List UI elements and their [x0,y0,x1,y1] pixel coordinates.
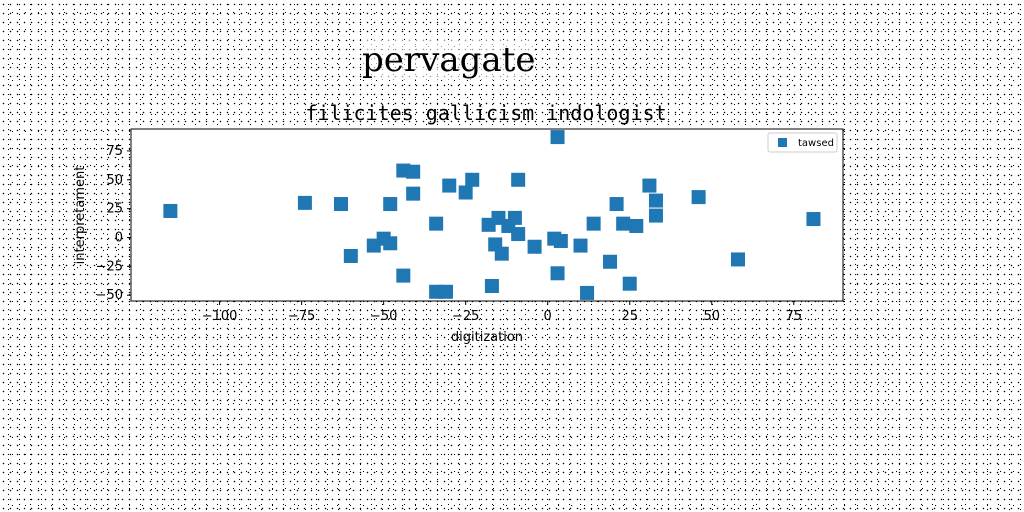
x-axis: −100 −75 −50 −25 0 25 50 75 [202,301,802,324]
x-tick-label: −75 [288,309,315,324]
x-tick-label: 0 [544,309,552,324]
data-point [383,197,398,212]
data-points [163,130,821,300]
data-point [333,197,348,212]
data-point [648,208,663,223]
x-tick-label: −25 [452,309,479,324]
legend-swatch [778,138,787,147]
data-point [550,266,565,281]
data-point [573,238,588,253]
chart-title: filicites gallicism indologist [305,101,666,125]
data-point [511,227,526,242]
y-tick-label: 75 [106,144,123,159]
data-point [648,193,663,208]
data-point [507,210,522,225]
data-point [616,216,631,231]
data-point [622,276,637,291]
y-tick-label: 0 [115,231,123,246]
data-point [586,216,601,231]
data-point [580,285,595,300]
data-point [629,218,644,233]
data-point [429,216,444,231]
x-tick-label: 50 [703,309,720,324]
data-point [553,233,568,248]
figure-suptitle: pervagate [362,40,536,80]
data-point [458,185,473,200]
data-point [484,278,499,293]
data-point [806,212,821,227]
y-tick-label: −50 [96,288,123,303]
data-point [297,195,312,210]
data-point [465,172,480,187]
x-tick-label: 75 [786,309,803,324]
y-tick-label: 25 [106,202,123,217]
data-point [343,248,358,263]
y-tick-label: 50 [106,173,123,188]
data-point [442,178,457,193]
data-point [642,178,657,193]
data-point [691,190,706,205]
data-point [438,284,453,299]
x-tick-label: 25 [621,309,638,324]
data-point [406,186,421,201]
x-axis-label: digitization [451,330,523,345]
data-point [163,203,178,218]
data-point [550,130,565,145]
data-point [396,268,411,283]
y-tick-label: −25 [96,259,123,274]
data-point [603,254,618,269]
data-point [494,246,509,261]
legend-label: tawsed [798,138,834,149]
x-tick-label: −100 [202,309,238,324]
data-point [527,239,542,254]
legend: tawsed [767,132,838,153]
legend-box [767,132,838,153]
data-point [383,236,398,251]
data-point [511,172,526,187]
plot-area [130,128,844,302]
y-axis-label: interpretament [73,166,88,265]
data-point [609,197,624,212]
data-point [406,164,421,179]
y-axis: −50 −25 0 25 50 75 [96,144,131,303]
data-point [731,252,746,267]
x-tick-label: −50 [370,309,397,324]
